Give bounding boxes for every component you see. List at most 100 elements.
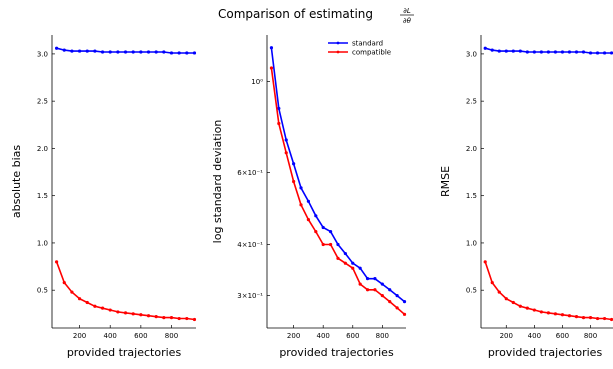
data-point xyxy=(380,282,384,286)
series-line xyxy=(270,67,406,315)
y-tick-label: 1.0 xyxy=(37,239,48,247)
data-point xyxy=(100,50,105,54)
x-tick-label: 600 xyxy=(134,332,147,340)
series-standard xyxy=(269,46,407,304)
data-point xyxy=(192,51,197,55)
data-point xyxy=(116,310,120,314)
data-point xyxy=(277,121,281,126)
data-point xyxy=(358,266,362,270)
data-point xyxy=(169,51,174,55)
data-point xyxy=(402,300,407,304)
data-point xyxy=(146,314,151,318)
legend-marker xyxy=(336,41,340,45)
series-standard xyxy=(54,46,197,55)
data-point xyxy=(162,316,166,320)
data-point xyxy=(388,288,392,292)
data-point xyxy=(77,49,82,53)
data-point xyxy=(358,282,362,286)
series-standard xyxy=(483,46,613,55)
data-point xyxy=(123,50,128,54)
figure-title: Comparison of estimating ∂L ∂θ xyxy=(218,7,414,25)
data-point xyxy=(299,203,303,207)
y-tick-label: 3.0 xyxy=(466,50,477,58)
data-point xyxy=(146,50,151,54)
panel-3: 200 400 600 800 0.5 1.0 1.5 2.0 2.5 3.0 provided t… xyxy=(439,35,613,359)
x-tick-label: 400 xyxy=(104,332,117,340)
y-tick-label: 0.5 xyxy=(466,287,477,295)
series-compatible xyxy=(483,260,613,322)
data-point xyxy=(588,51,593,55)
data-point xyxy=(609,317,613,322)
data-point xyxy=(54,46,59,50)
data-point xyxy=(70,49,74,53)
x-axis-label: provided trajectories xyxy=(67,346,182,359)
data-point xyxy=(299,186,303,190)
data-point xyxy=(70,290,74,294)
y-tick-label: 0.5 xyxy=(37,287,48,295)
data-point xyxy=(602,51,607,55)
data-point xyxy=(336,256,340,260)
data-point xyxy=(177,316,181,321)
data-point xyxy=(546,50,551,54)
title-fraction-numerator: ∂L xyxy=(403,7,411,15)
data-point xyxy=(185,316,189,321)
data-point xyxy=(560,50,565,54)
data-point xyxy=(365,277,370,281)
data-point xyxy=(402,312,407,316)
data-point xyxy=(177,51,181,55)
data-point xyxy=(504,297,508,301)
data-point xyxy=(192,317,197,322)
data-point xyxy=(351,266,355,270)
data-point xyxy=(269,66,274,70)
data-point xyxy=(139,313,143,317)
data-point xyxy=(490,281,494,285)
data-point xyxy=(328,230,333,234)
x-tick-label: 600 xyxy=(346,332,359,340)
data-point xyxy=(567,314,572,318)
data-point xyxy=(62,281,66,285)
y-tick-label: 2.5 xyxy=(37,98,48,106)
data-point xyxy=(139,50,143,54)
y-tick-label: 1.5 xyxy=(37,192,48,200)
x-tick-label: 200 xyxy=(287,332,300,340)
data-point xyxy=(306,199,311,203)
data-point xyxy=(321,225,325,230)
data-point xyxy=(388,300,392,304)
data-point xyxy=(108,308,112,312)
data-point xyxy=(169,316,174,320)
y-axis-label: absolute bias xyxy=(10,145,23,219)
data-point xyxy=(609,51,613,55)
data-point xyxy=(574,315,579,319)
data-point xyxy=(525,306,529,310)
x-tick-label: 200 xyxy=(73,332,86,340)
data-point xyxy=(595,316,600,321)
data-point xyxy=(525,50,529,54)
data-point xyxy=(351,261,355,265)
data-point xyxy=(497,49,501,53)
y-tick-label: 1.5 xyxy=(466,192,477,200)
data-point xyxy=(560,313,565,317)
data-point xyxy=(511,49,515,53)
data-point xyxy=(131,312,135,316)
y-axis-label: RMSE xyxy=(439,166,452,197)
data-point xyxy=(54,260,59,264)
figure-title-text: Comparison of estimating xyxy=(218,7,373,21)
y-tick-label: 2.0 xyxy=(37,145,48,153)
data-point xyxy=(314,230,318,234)
y-tick-label: 4×10⁻¹ xyxy=(237,241,263,249)
data-point xyxy=(343,251,347,256)
data-point xyxy=(154,50,158,54)
y-axis-label: log standard deviation xyxy=(211,120,224,244)
y-tick-label: 6×10⁻¹ xyxy=(237,169,263,177)
data-point xyxy=(595,51,600,55)
data-point xyxy=(93,49,97,53)
x-tick-label: 200 xyxy=(500,332,513,340)
y-tick-label: 2.0 xyxy=(466,145,477,153)
panels: 200 400 600 800 0.5 1.0 1.5 2.0 2.5 3.0 provided t… xyxy=(10,35,613,359)
data-point xyxy=(292,179,296,184)
data-point xyxy=(539,50,543,54)
x-tick-label: 800 xyxy=(376,332,389,340)
data-point xyxy=(277,106,281,111)
